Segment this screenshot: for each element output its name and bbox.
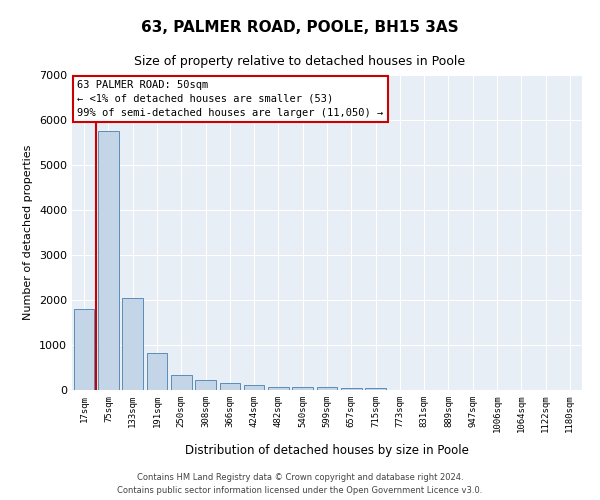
Bar (74, 309, 94, 390)
Bar (146, 353, 167, 390)
Text: Contains HM Land Registry data © Crown copyright and database right 2024.: Contains HM Land Registry data © Crown c… (137, 474, 463, 482)
Bar (292, 388, 313, 390)
Bar (365, 388, 386, 390)
Bar (220, 384, 240, 390)
Bar (195, 380, 216, 390)
Bar (171, 374, 191, 390)
Text: 63, PALMER ROAD, POOLE, BH15 3AS: 63, PALMER ROAD, POOLE, BH15 3AS (141, 20, 459, 35)
Bar (122, 298, 143, 390)
Bar (98, 131, 119, 390)
X-axis label: Distribution of detached houses by size in Poole: Distribution of detached houses by size … (185, 444, 469, 456)
Bar (268, 386, 289, 390)
Text: Contains public sector information licensed under the Open Government Licence v3: Contains public sector information licen… (118, 486, 482, 495)
Bar (341, 388, 362, 390)
Text: 63 PALMER ROAD: 50sqm
← <1% of detached houses are smaller (53)
99% of semi-deta: 63 PALMER ROAD: 50sqm ← <1% of detached … (77, 80, 383, 118)
Text: Size of property relative to detached houses in Poole: Size of property relative to detached ho… (134, 55, 466, 68)
Bar (244, 386, 265, 390)
Bar (317, 388, 337, 390)
Y-axis label: Number of detached properties: Number of detached properties (23, 145, 34, 320)
